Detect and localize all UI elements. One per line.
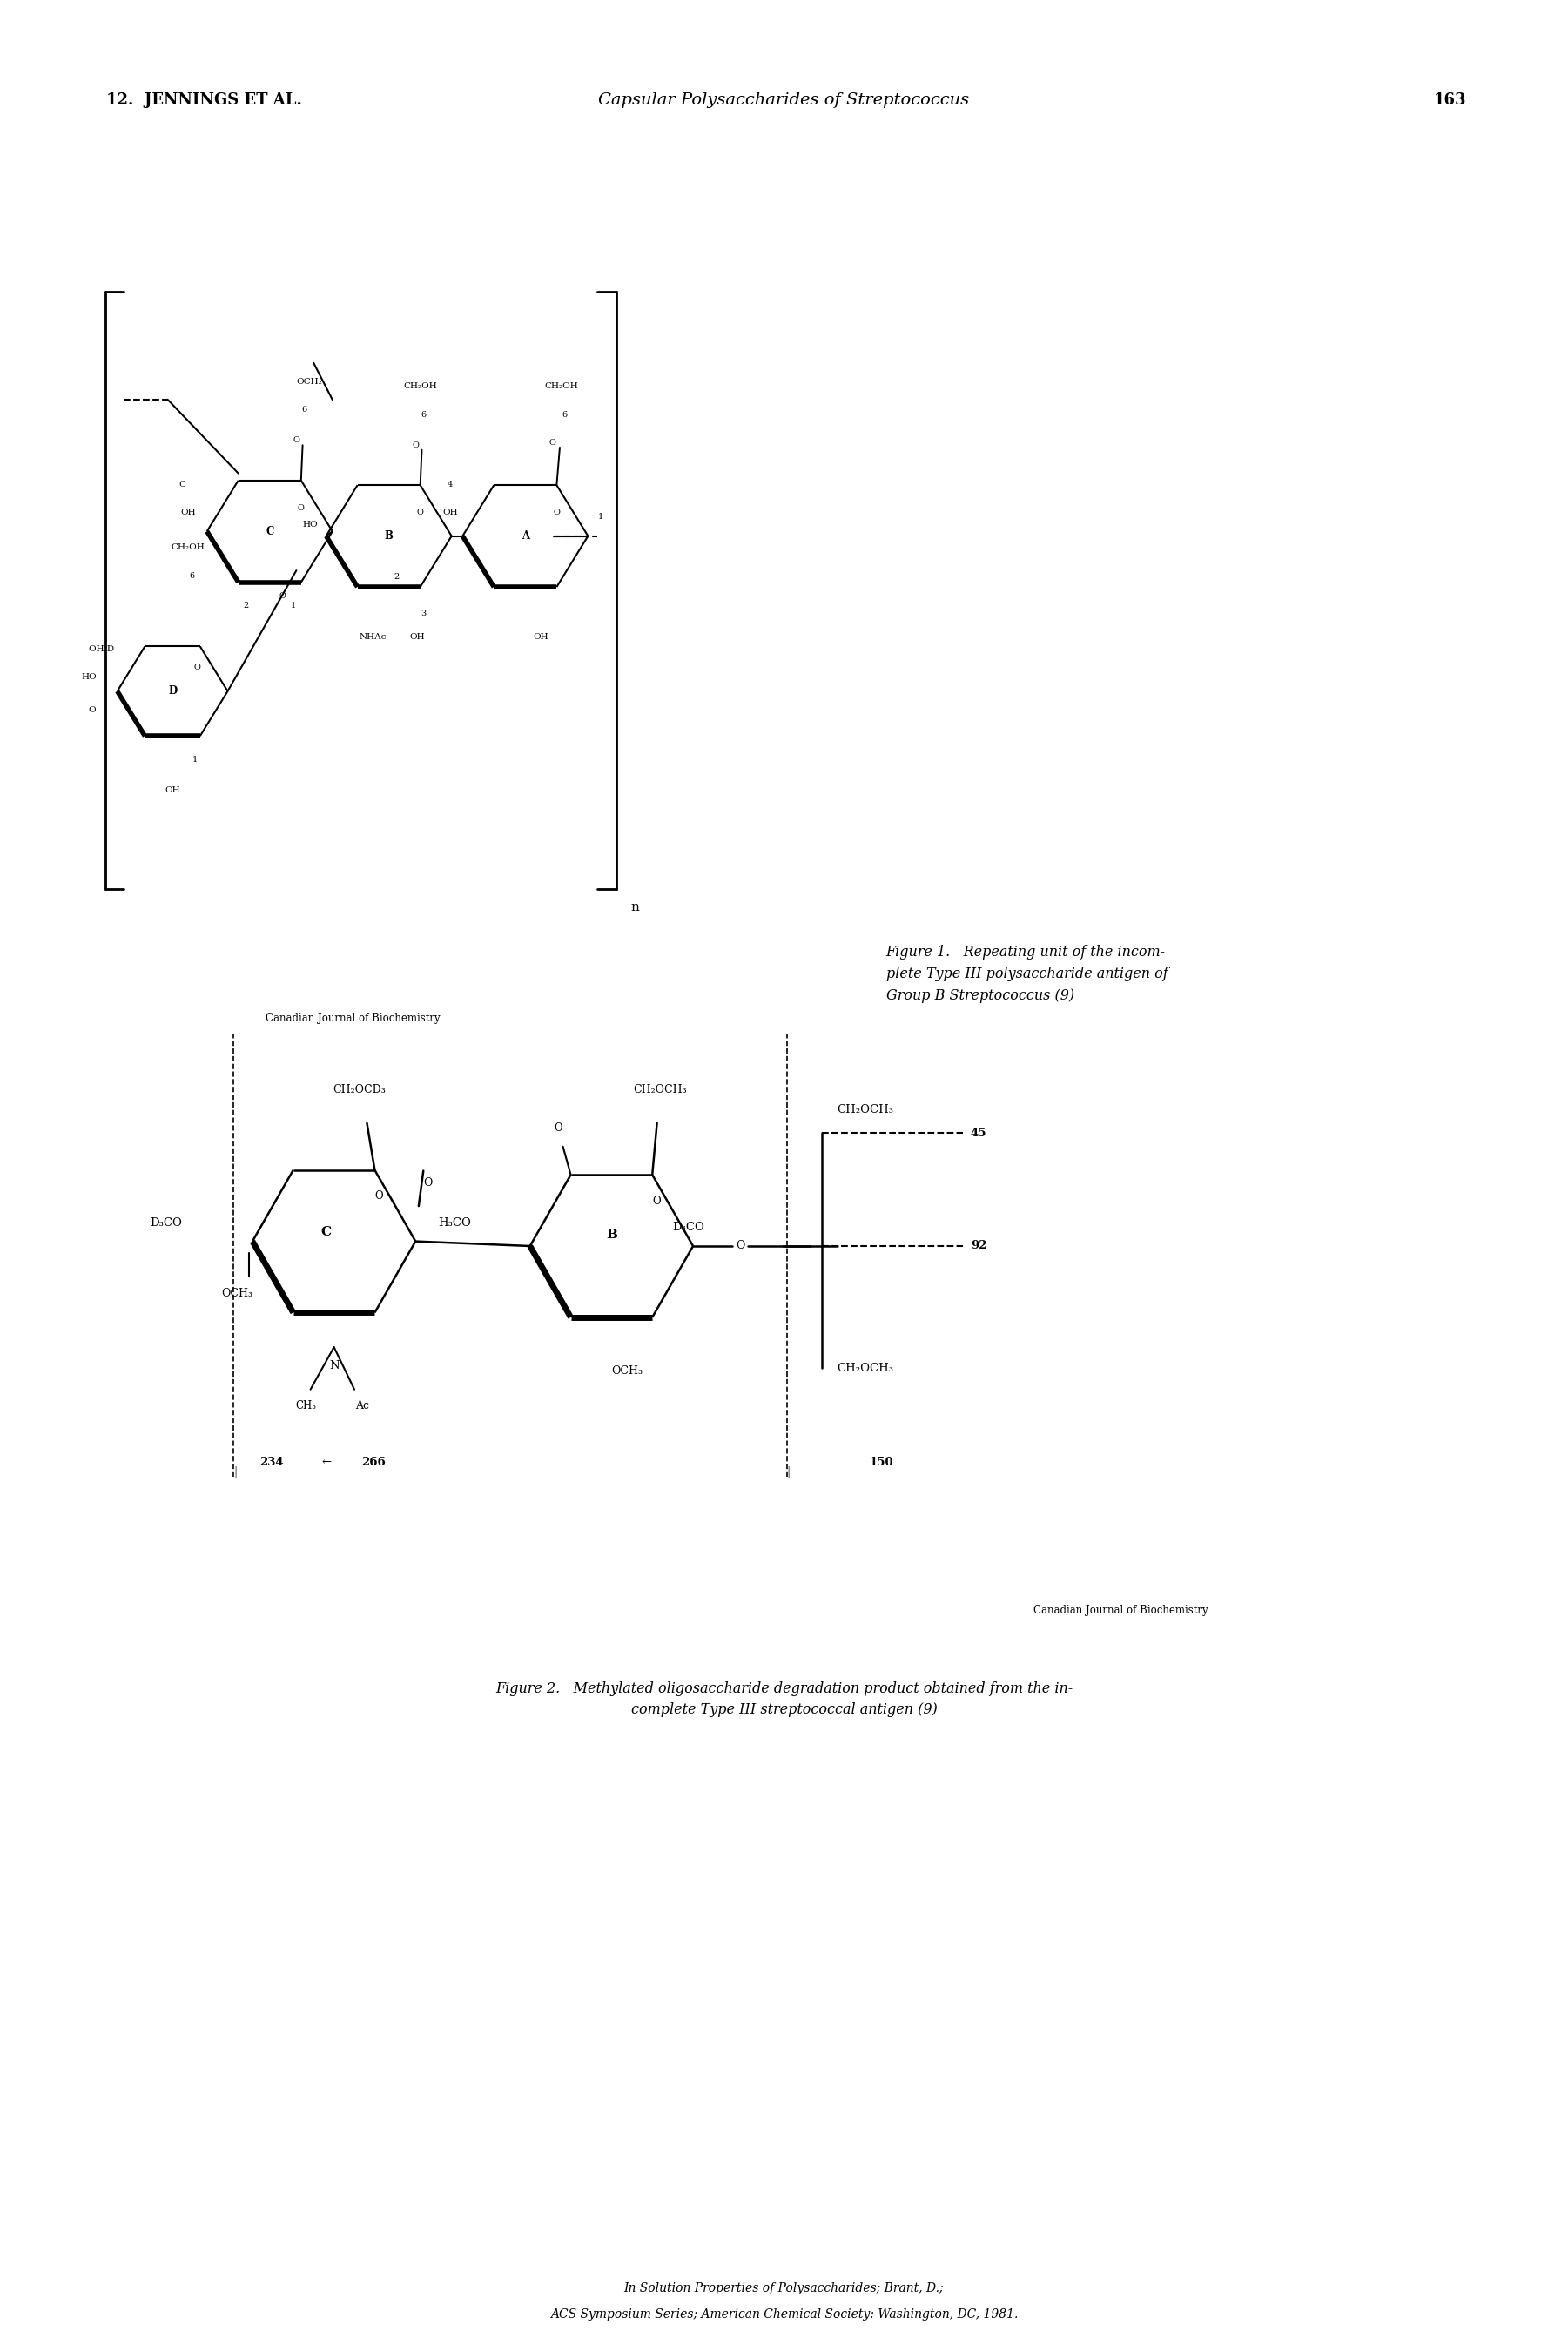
Text: D₃CO: D₃CO [673,1223,704,1232]
Text: ←: ← [321,1458,331,1467]
Text: O: O [279,592,285,600]
Text: 12.  JENNINGS ET AL.: 12. JENNINGS ET AL. [107,92,303,108]
Text: H₃CO: H₃CO [437,1218,472,1227]
Text: B: B [384,531,394,541]
Text: OCH₃: OCH₃ [612,1366,643,1375]
Text: C: C [179,480,185,489]
Text: D₃CO: D₃CO [151,1218,182,1227]
Text: |: | [234,1467,237,1476]
Text: CH₂OCH₃: CH₂OCH₃ [633,1084,687,1096]
Text: A: A [521,531,530,541]
Text: |: | [787,1467,790,1476]
Text: Canadian Journal of Biochemistry: Canadian Journal of Biochemistry [265,1013,441,1023]
Text: CH₂OCD₃: CH₂OCD₃ [332,1084,386,1096]
Text: NHAc: NHAc [359,632,387,642]
Text: 234: 234 [259,1458,284,1467]
Text: O: O [554,1121,563,1133]
Text: 1: 1 [193,755,198,764]
Text: ACS Symposium Series; American Chemical Society: Washington, DC, 1981.: ACS Symposium Series; American Chemical … [550,2309,1018,2320]
Text: OH: OH [165,785,180,795]
Text: Figure 1.   Repeating unit of the incom-
plete Type III polysaccharide antigen o: Figure 1. Repeating unit of the incom- p… [886,945,1168,1004]
Text: Capsular Polysaccharides of Streptococcus: Capsular Polysaccharides of Streptococcu… [599,92,969,108]
Text: CH₃: CH₃ [295,1401,317,1411]
Text: O: O [423,1178,433,1187]
Text: 6: 6 [420,411,426,418]
Text: O: O [417,508,423,517]
Text: 3: 3 [420,609,426,618]
Text: Canadian Journal of Biochemistry: Canadian Journal of Biochemistry [1033,1606,1209,1615]
Text: OCH₂: OCH₂ [296,379,321,386]
Text: 6: 6 [561,411,568,418]
Text: Ac: Ac [356,1401,368,1411]
Text: O: O [735,1241,745,1251]
Text: 2: 2 [243,602,249,609]
Text: HO: HO [82,672,97,682]
Text: D: D [168,686,177,696]
Text: O: O [88,705,96,715]
Text: O: O [298,503,304,513]
Text: OH D: OH D [89,644,114,654]
Text: O: O [293,437,299,444]
Text: O: O [375,1190,383,1201]
Text: O: O [549,440,555,447]
Text: 45: 45 [971,1128,986,1138]
Text: 4: 4 [447,480,453,489]
Text: C: C [321,1225,331,1239]
Text: OH: OH [533,632,549,642]
Text: n: n [630,900,640,915]
Text: 1: 1 [290,602,296,609]
Text: O: O [554,508,560,517]
Text: 150: 150 [869,1458,894,1467]
Text: CH₂OCH₃: CH₂OCH₃ [837,1364,894,1373]
Text: 266: 266 [361,1458,386,1467]
Text: CH₂OH: CH₂OH [171,543,204,552]
Text: O: O [412,442,419,449]
Text: O: O [652,1194,660,1206]
Text: OH: OH [409,632,425,642]
Text: In Solution Properties of Polysaccharides; Brant, D.;: In Solution Properties of Polysaccharide… [624,2283,944,2295]
Text: 1: 1 [597,513,604,522]
Text: CH₂OH: CH₂OH [403,383,437,390]
Text: 163: 163 [1433,92,1466,108]
Text: 92: 92 [971,1241,986,1251]
Text: 6: 6 [190,571,194,581]
Text: 2: 2 [394,574,400,581]
Text: Figure 2.   Methylated oligosaccharide degradation product obtained from the in-: Figure 2. Methylated oligosaccharide deg… [495,1681,1073,1716]
Text: HO: HO [303,520,318,529]
Text: O: O [194,663,201,672]
Text: N: N [329,1361,339,1371]
Text: B: B [605,1227,618,1241]
Text: OH: OH [180,508,196,517]
Text: CH₂OH: CH₂OH [544,383,579,390]
Text: 6: 6 [301,407,307,414]
Text: C: C [265,527,274,536]
Text: CH₂OCH₃: CH₂OCH₃ [837,1105,894,1114]
Text: OCH₃: OCH₃ [221,1288,252,1298]
Text: OH: OH [442,508,458,517]
